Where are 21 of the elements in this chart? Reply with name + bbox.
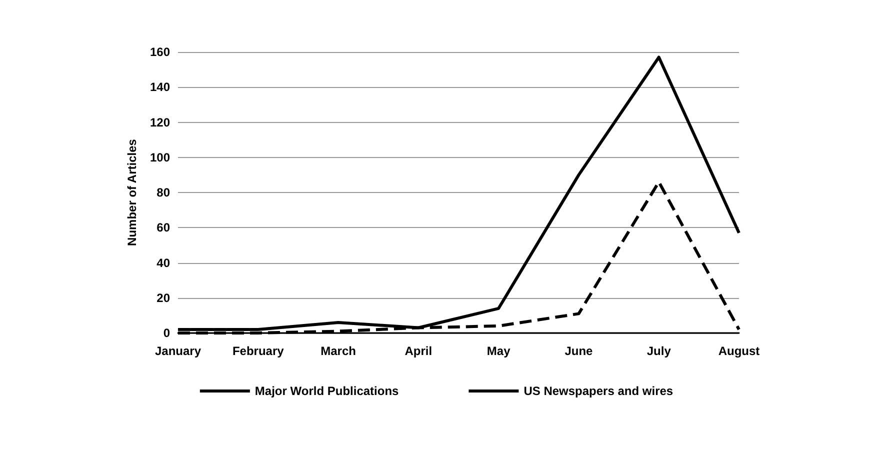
- x-tick-label: July: [646, 344, 672, 358]
- x-tick-label: January: [154, 344, 202, 358]
- y-tick-label: 40: [156, 256, 170, 270]
- line-series: [176, 56, 740, 331]
- x-tick-label: August: [718, 344, 760, 358]
- y-tick-label: 60: [156, 220, 170, 235]
- y-tick-label: 100: [150, 150, 170, 164]
- x-tick-label: March: [320, 344, 356, 358]
- y-tick-label: 160: [150, 45, 170, 59]
- y-axis-title: Number of Articles: [125, 138, 139, 246]
- legend-label: Major World Publications: [254, 384, 400, 398]
- y-tick-label: 80: [156, 186, 170, 200]
- x-tick-label: April: [404, 344, 432, 358]
- x-tick-label: May: [486, 344, 511, 358]
- y-tick-label: 0: [163, 326, 170, 340]
- y-tick-label: 140: [150, 80, 170, 94]
- y-tick-label: 120: [150, 115, 170, 130]
- x-tick-label: February: [232, 344, 284, 358]
- x-tick-label: June: [564, 344, 594, 358]
- y-tick-label: 20: [156, 290, 170, 305]
- legend-label: US Newspapers and wires: [524, 384, 674, 398]
